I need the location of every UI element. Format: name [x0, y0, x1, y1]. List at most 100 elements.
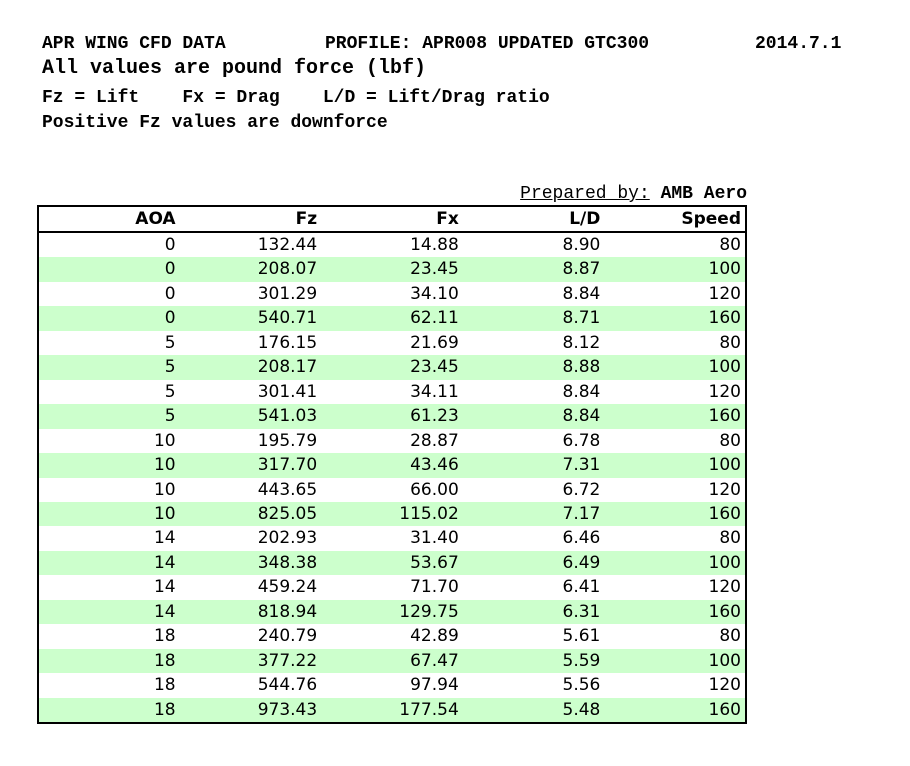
- table-cell: 18: [153, 650, 176, 671]
- table-cell: 8.87: [562, 259, 601, 280]
- table-row: 5 176.15 21.69 8.12 80: [38, 330, 746, 356]
- table-cell: 10: [153, 479, 176, 500]
- table-cell: 100: [708, 650, 741, 671]
- table-cell: 97.94: [410, 675, 459, 696]
- table-cell: 160: [708, 699, 741, 720]
- prepared-by-value: AMB Aero: [660, 184, 747, 204]
- table-cell: 348.38: [257, 552, 318, 573]
- table-cell: 10: [153, 503, 176, 524]
- table-cell: 540.71: [257, 308, 318, 329]
- table-cell: 177.54: [399, 699, 459, 720]
- table-cell: 160: [708, 503, 741, 524]
- table-cell: 23.45: [410, 357, 459, 378]
- table-row: 14 818.94 129.75 6.31 160: [38, 599, 746, 625]
- table-row: 18 377.22 67.47 5.59 100: [38, 648, 746, 674]
- table-cell: 208.07: [257, 259, 318, 280]
- table-cell: 5.56: [562, 675, 601, 696]
- table-cell: 377.22: [257, 650, 318, 671]
- table-cell: 10: [153, 455, 176, 476]
- table-row: 0 132.44 14.88 8.90 80: [38, 232, 746, 258]
- table-cell: 8.84: [562, 381, 601, 402]
- table-cell: 5: [164, 381, 176, 402]
- table-cell: 443.65: [257, 479, 318, 500]
- downforce-note: Positive Fz values are downforce: [42, 113, 388, 133]
- table-cell: 100: [708, 455, 741, 476]
- table-cell: 120: [708, 283, 741, 304]
- table-row: 14 459.24 71.70 6.41 120: [38, 575, 746, 600]
- table-cell: 18: [153, 626, 176, 647]
- table-cell: 6.72: [562, 479, 601, 500]
- col-header-fx: Fx: [321, 206, 463, 233]
- legend-line: Fz = Lift Fx = Drag L/D = Lift/Drag rati…: [42, 88, 550, 108]
- table-row: 18 240.79 42.89 5.61 80: [38, 624, 746, 649]
- table-cell: 6.49: [562, 552, 601, 573]
- table-cell: 18: [153, 675, 176, 696]
- table-cell: 541.03: [257, 406, 318, 427]
- table-cell: 8.84: [562, 283, 601, 304]
- table-cell: 18: [153, 699, 176, 720]
- table-cell: 240.79: [257, 626, 318, 647]
- table-cell: 195.79: [257, 430, 318, 451]
- table-cell: 80: [719, 626, 741, 647]
- table-cell: 14: [153, 577, 176, 598]
- table-cell: 14: [153, 552, 176, 573]
- profile-info: PROFILE: APR008 UPDATED GTC300: [325, 34, 650, 54]
- table-cell: 818.94: [257, 601, 318, 622]
- table-cell: 31.40: [410, 528, 459, 549]
- table-cell: 825.05: [257, 503, 318, 524]
- table-cell: 23.45: [410, 259, 459, 280]
- table-cell: 100: [708, 552, 741, 573]
- col-header-fz: Fz: [179, 206, 322, 233]
- table-row: 0 208.07 23.45 8.87 100: [38, 257, 746, 282]
- table-cell: 301.29: [257, 283, 318, 304]
- table-cell: 62.11: [410, 308, 459, 329]
- report-header-line: APR WING CFD DATA PROFILE: APR008 UPDATE…: [42, 34, 882, 54]
- table-cell: 0: [164, 283, 176, 304]
- table-cell: 120: [708, 479, 741, 500]
- table-cell: 544.76: [257, 675, 318, 696]
- table-cell: 0: [164, 308, 176, 329]
- table-cell: 66.00: [410, 479, 459, 500]
- table-cell: 5.48: [562, 699, 601, 720]
- prepared-by-label: Prepared by:: [520, 184, 650, 204]
- table-cell: 5: [164, 357, 176, 378]
- table-cell: 7.17: [562, 503, 601, 524]
- table-cell: 7.31: [562, 455, 601, 476]
- table-cell: 208.17: [257, 357, 318, 378]
- table-row: 10 195.79 28.87 6.78 80: [38, 428, 746, 454]
- table-cell: 5: [164, 332, 176, 353]
- table-cell: 10: [153, 430, 176, 451]
- table-cell: 80: [719, 332, 741, 353]
- table-cell: 176.15: [257, 332, 318, 353]
- table-cell: 80: [719, 528, 741, 549]
- table-cell: 8.84: [562, 406, 601, 427]
- table-cell: 67.47: [410, 650, 459, 671]
- table-cell: 5.61: [562, 626, 601, 647]
- table-row: 5 541.03 61.23 8.84 160: [38, 404, 746, 429]
- table-cell: 160: [708, 406, 741, 427]
- table-row: 0 301.29 34.10 8.84 120: [38, 281, 746, 307]
- table-cell: 459.24: [257, 577, 318, 598]
- table-row: 10 317.70 43.46 7.31 100: [38, 453, 746, 478]
- table-cell: 80: [719, 235, 741, 255]
- table-cell: 14.88: [410, 235, 459, 255]
- table-cell: 160: [708, 601, 741, 622]
- table-cell: 34.11: [410, 381, 459, 402]
- table-row: 5 301.41 34.11 8.84 120: [38, 379, 746, 405]
- table-cell: 28.87: [410, 430, 459, 451]
- table-row: 14 202.93 31.40 6.46 80: [38, 526, 746, 551]
- table-cell: 14: [153, 528, 176, 549]
- col-header-ld: L/D: [462, 206, 605, 233]
- table-body: 0 132.44 14.88 8.90 80 0 208.07 23.45 8.87 100 0 30…: [38, 232, 746, 724]
- table-cell: 8.90: [562, 235, 601, 255]
- table-cell: 115.02: [399, 503, 459, 524]
- table-cell: 120: [708, 675, 741, 696]
- table-cell: 301.41: [257, 381, 318, 402]
- table-cell: 100: [708, 259, 741, 280]
- table-row: 10 825.05 115.02 7.17 160: [38, 501, 746, 527]
- table-cell: 6.78: [562, 430, 601, 451]
- report-title: APR WING CFD DATA: [42, 34, 226, 54]
- table-cell: 71.70: [410, 577, 459, 598]
- table-cell: 42.89: [410, 626, 459, 647]
